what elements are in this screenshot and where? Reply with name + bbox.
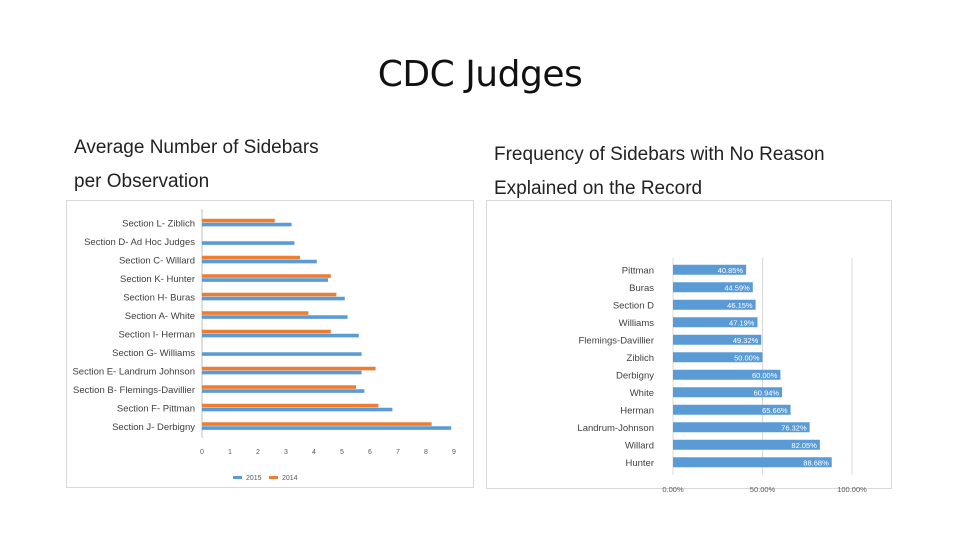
category-label-willard: Willard	[625, 440, 654, 451]
bar-2014-section-c-willard	[202, 255, 300, 260]
bar-2015-section-f-pittman	[202, 407, 393, 412]
bar-2014-section-j-derbigny	[202, 422, 432, 426]
bar-2015-section-b-flemings-davillier	[202, 389, 365, 393]
category-label-buras: Buras	[629, 283, 654, 294]
data-label-section-d: 46.15%	[727, 301, 753, 310]
category-label-derbigny: Derbigny	[616, 370, 654, 381]
category-label-section-e-landrum-johnson: Section E- Landrum Johnson	[72, 366, 195, 377]
category-label-section-h-buras: Section H- Buras	[123, 292, 195, 303]
bar-2014-section-l-ziblich	[202, 218, 275, 223]
data-label-willard: 82.05%	[791, 441, 817, 450]
x-tick-label-50-00: 50.00%	[750, 485, 776, 494]
category-label-section-d: Section D	[613, 300, 654, 311]
x-tick-label-6: 6	[368, 449, 372, 456]
x-tick-label-0-00: 0.00%	[662, 485, 684, 494]
bar-2014-section-a-white	[202, 311, 309, 315]
bar-2015-section-c-willard	[202, 259, 317, 264]
category-label-section-f-pittman: Section F- Pittman	[117, 403, 195, 414]
x-tick-label-9: 9	[452, 449, 456, 456]
category-label-section-i-herman: Section I- Herman	[118, 329, 195, 340]
x-tick-label-3: 3	[284, 449, 288, 456]
bar-derbigny	[673, 369, 781, 380]
data-label-williams: 47.19%	[729, 318, 755, 327]
category-label-section-d-ad-hoc-judges: Section D- Ad Hoc Judges	[84, 237, 195, 248]
bar-ziblich	[673, 352, 763, 363]
legend-swatch-2014	[269, 476, 278, 479]
bar-2014-section-i-herman	[202, 329, 331, 334]
bar-buras	[673, 282, 753, 293]
bar-2014-section-e-landrum-johnson	[202, 366, 376, 371]
data-label-buras: 44.59%	[724, 283, 750, 292]
bar-williams	[673, 317, 758, 328]
category-label-hunter: Hunter	[625, 458, 654, 469]
x-tick-label-1: 1	[228, 449, 232, 456]
bar-section-d	[673, 299, 756, 310]
bar-2015-section-a-white	[202, 315, 348, 319]
right-chart-panel: Pittman 40.85% Buras 44.59% Section D 46.15% W…	[486, 200, 892, 494]
x-tick-label-0: 0	[200, 449, 204, 456]
right-chart-subtitle: Frequency of Sidebars with No Reason Exp…	[494, 138, 894, 206]
data-label-ziblich: 50.00%	[734, 353, 760, 362]
category-label-section-b-flemings-davillier: Section B- Flemings-Davillier	[73, 385, 195, 396]
data-label-landrum-johnson: 76.32%	[781, 423, 807, 432]
category-label-pittman: Pittman	[622, 265, 654, 276]
bar-2014-section-b-flemings-davillier	[202, 385, 356, 389]
category-label-section-k-hunter: Section K- Hunter	[120, 274, 195, 285]
data-label-flemings-davillier: 49.32%	[733, 336, 759, 345]
bar-2015-section-i-herman	[202, 333, 359, 338]
bar-flemings-davillier	[673, 334, 762, 345]
bar-2015-section-d-ad-hoc-judges	[202, 241, 295, 245]
bar-2015-section-j-derbigny	[202, 426, 452, 430]
bar-2015-section-g-williams	[202, 352, 362, 356]
bar-2015-section-k-hunter	[202, 278, 328, 282]
right-subtitle-line2: Explained on the Record	[494, 178, 703, 199]
legend-label-2015: 2015	[246, 475, 262, 482]
category-label-herman: Herman	[620, 405, 654, 416]
category-label-williams: Williams	[619, 318, 655, 329]
category-label-section-a-white: Section A- White	[125, 311, 195, 322]
bar-2014-section-f-pittman	[202, 403, 379, 408]
x-tick-label-7: 7	[396, 449, 400, 456]
left-subtitle-line1: Average Number of Sidebars	[74, 137, 319, 158]
category-label-section-c-willard: Section C- Willard	[119, 255, 195, 266]
legend-swatch-2015	[233, 476, 242, 479]
x-tick-label-8: 8	[424, 449, 428, 456]
page-title: CDC Judges	[377, 54, 583, 95]
bar-hunter	[673, 457, 832, 468]
left-subtitle-line2: per Observation	[74, 171, 210, 192]
category-label-section-l-ziblich: Section L- Ziblich	[122, 218, 195, 229]
category-label-landrum-johnson: Landrum-Johnson	[577, 423, 654, 434]
bar-2014-section-k-hunter	[202, 274, 331, 278]
bar-2015-section-e-landrum-johnson	[202, 370, 362, 375]
x-tick-label-2: 2	[256, 449, 260, 456]
data-label-herman: 65.66%	[762, 406, 788, 415]
category-label-flemings-davillier: Flemings-Davillier	[579, 335, 655, 346]
bar-2015-section-l-ziblich	[202, 222, 292, 227]
bar-2015-section-h-buras	[202, 296, 345, 301]
sidebars-per-observation-chart: Section L- Ziblich Section D- Ad Hoc Judg…	[72, 209, 456, 482]
bar-pittman	[673, 264, 747, 275]
bar-landrum-johnson	[673, 422, 810, 433]
bar-2014-section-h-buras	[202, 292, 337, 297]
left-chart-panel: Section L- Ziblich Section D- Ad Hoc Judg…	[66, 200, 474, 488]
x-tick-label-100-00: 100.00%	[837, 485, 867, 494]
right-subtitle-line1: Frequency of Sidebars with No Reason	[494, 144, 825, 165]
bar-willard	[673, 439, 820, 450]
category-label-ziblich: Ziblich	[627, 353, 654, 364]
data-label-derbigny: 60.00%	[752, 371, 778, 380]
category-label-section-g-williams: Section G- Williams	[112, 348, 195, 359]
bar-white	[673, 387, 783, 398]
data-label-pittman: 40.85%	[718, 266, 744, 275]
data-label-white: 60.94%	[754, 388, 780, 397]
no-reason-frequency-chart: Pittman 40.85% Buras 44.59% Section D 46.15% W…	[577, 258, 867, 494]
x-tick-label-5: 5	[340, 449, 344, 456]
category-label-section-j-derbigny: Section J- Derbigny	[112, 422, 195, 433]
data-label-hunter: 88.68%	[803, 458, 829, 467]
legend-label-2014: 2014	[282, 475, 298, 482]
bar-herman	[673, 404, 791, 415]
x-tick-label-4: 4	[312, 449, 316, 456]
left-chart-subtitle: Average Number of Sidebars per Observati…	[74, 131, 374, 199]
category-label-white: White	[630, 388, 654, 399]
